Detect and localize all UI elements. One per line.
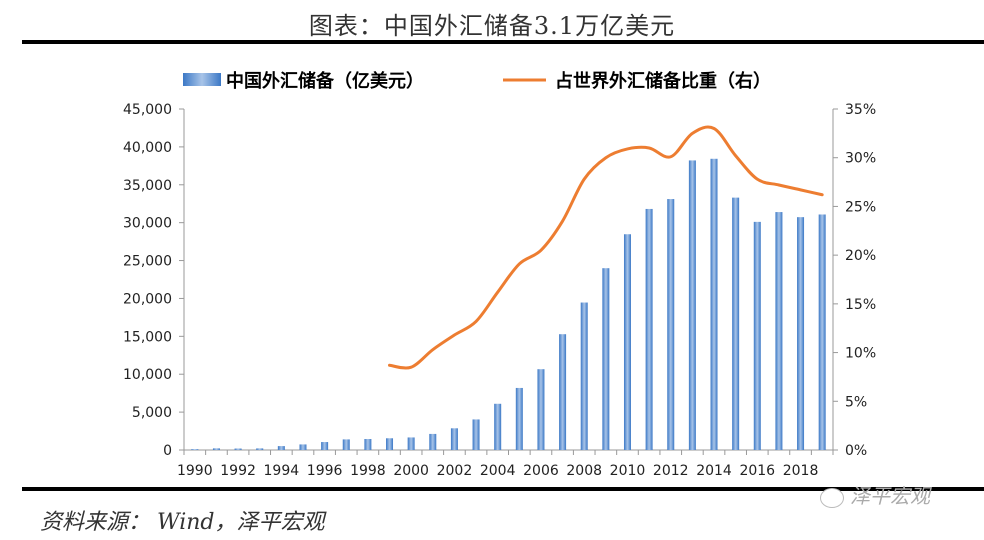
bar-1998 bbox=[364, 439, 372, 450]
bar-2015 bbox=[732, 197, 740, 450]
left-axis-tick-label: 30,000 bbox=[123, 216, 172, 232]
left-axis-tick-label: 0 bbox=[163, 443, 172, 459]
bar-2007 bbox=[559, 334, 567, 450]
watermark-text: 泽平宏观 bbox=[850, 484, 930, 508]
bottom-divider bbox=[22, 487, 984, 491]
bar-series bbox=[191, 158, 826, 451]
left-axis-tick-label: 40,000 bbox=[123, 140, 172, 156]
bar-2014 bbox=[710, 158, 718, 450]
bar-1990 bbox=[191, 449, 199, 450]
legend-bar-swatch bbox=[183, 73, 221, 86]
bar-2009 bbox=[602, 268, 610, 450]
x-axis-tick-label: 1998 bbox=[350, 463, 386, 479]
x-axis-tick-label: 2014 bbox=[696, 463, 732, 479]
x-axis-tick-label: 1996 bbox=[307, 463, 343, 479]
bar-2017 bbox=[775, 212, 783, 450]
x-axis-tick-label: 2002 bbox=[437, 463, 473, 479]
bar-2001 bbox=[429, 433, 437, 450]
bar-2010 bbox=[623, 234, 631, 450]
bar-1994 bbox=[277, 446, 285, 450]
legend: 中国外汇储备（亿美元） 占世界外汇储备比重（右） bbox=[183, 70, 771, 92]
line-series bbox=[388, 125, 824, 370]
bar-2016 bbox=[753, 221, 761, 450]
bar-1999 bbox=[386, 438, 394, 450]
bar-2008 bbox=[580, 302, 588, 450]
right-axis-tick-label: 35% bbox=[845, 102, 876, 118]
x-axis-tick-label: 1994 bbox=[264, 463, 300, 479]
bar-2006 bbox=[537, 369, 545, 450]
legend-line-label: 占世界外汇储备比重（右） bbox=[555, 70, 771, 92]
left-axis-tick-label: 5,000 bbox=[132, 405, 172, 421]
top-divider bbox=[22, 40, 984, 44]
bar-2018 bbox=[797, 217, 805, 450]
x-axis-tick-label: 2004 bbox=[480, 463, 516, 479]
bar-1995 bbox=[299, 444, 307, 450]
x-axis-tick-label: 1990 bbox=[177, 463, 213, 479]
bar-2004 bbox=[494, 403, 502, 450]
bar-2003 bbox=[472, 419, 480, 450]
left-axis-tick-label: 25,000 bbox=[123, 254, 172, 270]
bar-2013 bbox=[688, 160, 696, 451]
right-axis-tick-label: 25% bbox=[845, 199, 876, 215]
x-axis-tick-label: 2010 bbox=[610, 463, 646, 479]
x-axis-tick-label: 1992 bbox=[220, 463, 256, 479]
watermark: 泽平宏观 bbox=[820, 480, 930, 509]
legend-bar-label: 中国外汇储备（亿美元） bbox=[226, 70, 424, 92]
bar-2002 bbox=[450, 428, 458, 450]
right-axis-tick-label: 5% bbox=[845, 394, 867, 410]
bar-1993 bbox=[256, 448, 264, 450]
x-axis-tick-label: 2018 bbox=[783, 463, 819, 479]
bar-2005 bbox=[515, 387, 523, 450]
bar-2011 bbox=[645, 208, 653, 450]
right-axis-tick-label: 10% bbox=[845, 346, 876, 362]
left-axis-tick-label: 10,000 bbox=[123, 367, 172, 383]
axes: 0 5,000 10,000 15,000 20,000 25,000 30,000 35,0… bbox=[123, 102, 876, 479]
left-axis-tick-label: 20,000 bbox=[123, 291, 172, 307]
bar-1996 bbox=[321, 442, 329, 450]
bar-2012 bbox=[667, 199, 675, 450]
bar-2000 bbox=[407, 437, 415, 450]
source-note: 资料来源： Wind，泽平宏观 bbox=[40, 510, 325, 535]
bar-1997 bbox=[342, 439, 350, 450]
chart-title: 图表：中国外汇储备3.1万亿美元 bbox=[308, 12, 676, 40]
right-axis-tick-label: 15% bbox=[845, 297, 876, 313]
left-axis-tick-label: 15,000 bbox=[123, 329, 172, 345]
right-axis-tick-label: 30% bbox=[845, 151, 876, 167]
bar-2019 bbox=[818, 214, 826, 450]
chart: 中国外汇储备（亿美元） 占世界外汇储备比重（右） 0 5,000 10,000 15,… bbox=[123, 70, 876, 479]
left-axis-tick-label: 45,000 bbox=[123, 102, 172, 118]
right-axis-tick-label: 20% bbox=[845, 248, 876, 264]
left-axis-tick-label: 35,000 bbox=[123, 178, 172, 194]
x-axis-tick-label: 2006 bbox=[523, 463, 559, 479]
x-axis-tick-label: 2012 bbox=[653, 463, 689, 479]
x-axis-tick-label: 2000 bbox=[393, 463, 429, 479]
x-axis-tick-label: 2016 bbox=[739, 463, 775, 479]
wechat-icon bbox=[820, 487, 844, 508]
bar-1991 bbox=[212, 448, 220, 450]
x-axis-tick-label: 2008 bbox=[566, 463, 602, 479]
right-axis-tick-label: 0% bbox=[845, 443, 867, 459]
bar-1992 bbox=[234, 448, 242, 450]
